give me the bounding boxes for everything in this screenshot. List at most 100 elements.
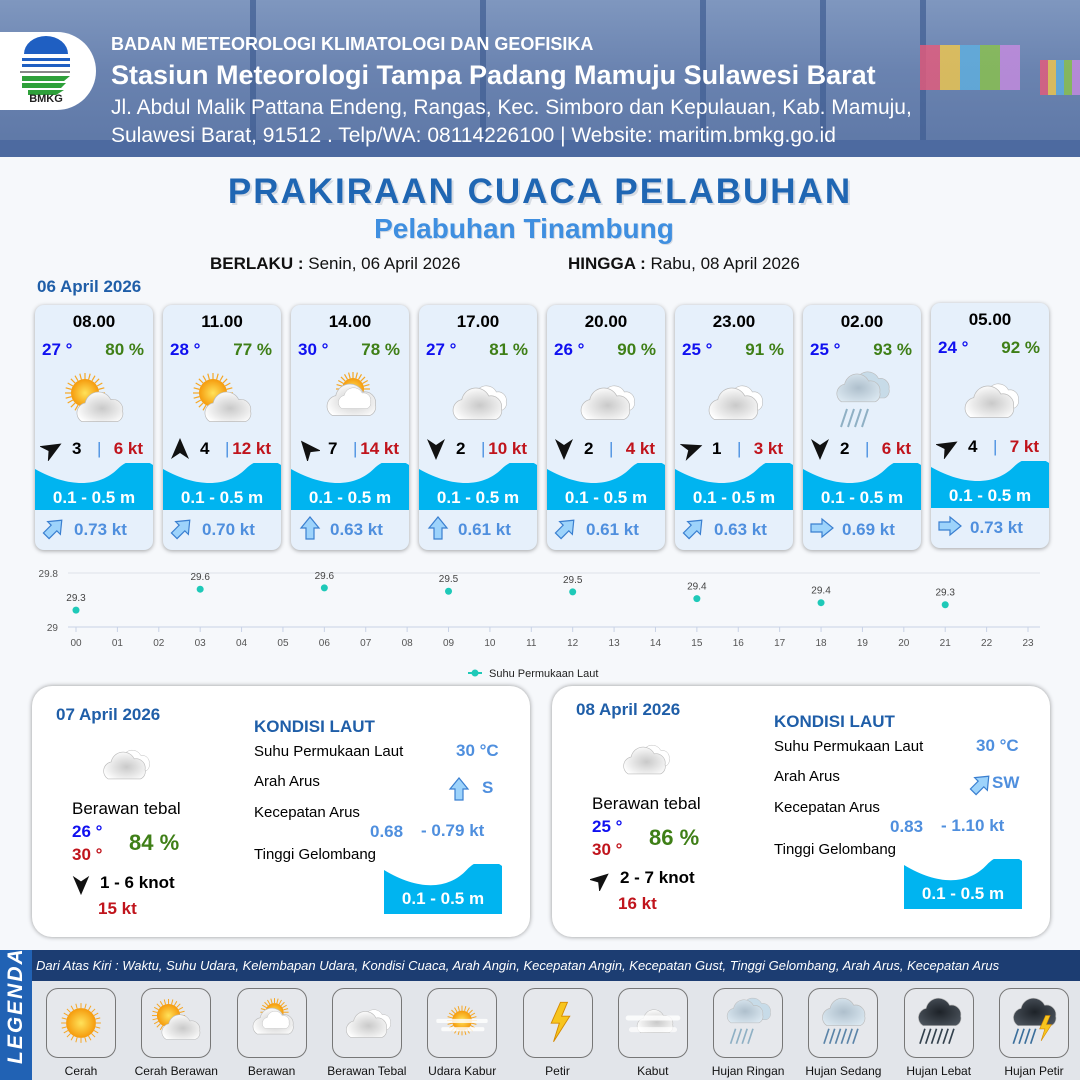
separator: | [481,439,486,458]
x-tick-label: 06 [319,638,331,649]
bmkg-logo: BMKG [0,32,96,110]
data-point [196,585,204,593]
current-speed: 0.69 kt [842,520,895,539]
berawan-tebal-icon [699,367,769,437]
x-tick-label: 23 [1022,638,1034,649]
logo-text: BMKG [29,93,63,105]
x-tick-label: 02 [153,638,165,649]
petir-icon [522,988,593,1058]
wind-speed-range: 1 - 6 knot [100,873,175,892]
wave-height: 0.1 - 0.5 m [308,488,392,507]
current-speed-max: - 0.79 kt [421,821,485,840]
data-label: 29.4 [687,582,707,593]
data-point [693,595,701,603]
current-direction-icon [968,771,994,797]
forecast-time: 11.00 [201,312,243,331]
daily-panel-2: 08 April 2026 Berawan tebal 25 ° 30 ° 86… [552,686,1050,937]
forecast-time: 20.00 [584,312,628,331]
berawan-tebal-icon [90,734,160,794]
wind-direction-icon [588,869,612,893]
forecast-time: 14.00 [328,312,372,331]
data-label: 29.6 [315,571,335,582]
current-direction: SW [992,773,1020,792]
min-temperature: 26 ° [72,822,103,841]
separator: | [609,439,614,458]
current-speed-min: 0.68 [370,822,404,841]
wind-speed: 2 [584,439,594,458]
wave-icon [163,460,281,510]
hujan-petir-icon [999,988,1069,1058]
forecast-time: 08.00 [72,312,116,331]
current-direction-icon [809,515,835,541]
current-speed: 0.73 kt [970,518,1023,537]
legend-description-bar [32,950,1080,981]
wave-height: 0.1 - 0.5 m [692,488,776,507]
legend-item-label: Hujan Ringan [711,1064,785,1078]
humidity: 91 % [745,340,784,359]
humidity: 93 % [873,340,912,359]
wave-icon [547,460,665,510]
wave-icon [419,460,537,510]
port-name: Pelabuhan Tinambung [374,213,674,244]
x-tick-label: 09 [443,638,455,649]
current-direction-icon [553,515,579,541]
data-point [817,599,825,607]
legend-item-hujan-petir: Hujan Petir [989,988,1079,1080]
legend-item-berawan-tebal: Berawan Tebal [322,988,412,1080]
valid-from: BERLAKU : Senin, 06 April 2026 [210,254,460,274]
legend-item-cerah-berawan: Cerah Berawan [131,988,221,1080]
current-speed-label: Kecepatan Arus [774,799,880,816]
separator: | [225,439,230,458]
berawan-icon [236,988,307,1058]
sst-label: Suhu Permukaan Laut [774,738,924,755]
valid-to: HINGGA : Rabu, 08 April 2026 [568,254,800,274]
air-temperature: 26 ° [554,340,585,359]
current-direction-icon [297,515,323,541]
wind-direction-icon [808,437,832,461]
humidity: 80 % [105,340,144,359]
x-tick-label: 18 [815,638,827,649]
separator: | [993,437,998,456]
x-tick-label: 04 [236,638,248,649]
air-temperature: 27 ° [426,340,457,359]
air-temperature: 30 ° [298,340,329,359]
current-direction-icon [41,515,67,541]
gust-speed: 6 kt [113,439,143,458]
berawan-tebal-icon [955,365,1025,435]
wind-direction-icon [934,435,960,460]
current-direction-label: Arah Arus [774,768,840,785]
daily-date: 07 April 2026 [56,705,161,724]
gust-speed: 16 kt [618,894,657,913]
legend-item-berawan: Berawan [227,988,317,1080]
berawan-tebal-icon [571,367,641,437]
forecast-time: 02.00 [840,312,884,331]
data-label: 29.3 [66,593,86,604]
wind-direction-icon [38,437,64,462]
forecast-time: 23.00 [712,312,756,331]
humidity: 84 % [129,830,180,855]
x-tick-label: 14 [650,638,662,649]
wave-icon [291,460,409,510]
data-label: 29.6 [190,572,210,583]
weather-condition: Berawan tebal [72,799,181,818]
data-point [569,588,577,596]
wave-icon [904,855,1022,909]
forecast-card-0500: 05.00 24 ° 92 % 4 | 7 kt 0.1 - 0.5 m 0.7… [931,303,1049,548]
legend-item-label: Hujan Lebat [906,1064,972,1078]
sst-label: Suhu Permukaan Laut [254,743,404,760]
data-label: 29.3 [935,588,955,599]
berawan-tebal-icon [443,367,513,437]
wave-height: 0.1 - 0.5 m [52,488,136,507]
data-point [445,587,453,595]
wave-height: 0.1 - 0.5 m [921,884,1005,903]
berawan-tebal-icon [610,729,680,789]
data-point [941,601,949,609]
legend-item-kabut: Kabut [608,988,698,1080]
x-tick-label: 22 [981,638,993,649]
separator: | [737,439,742,458]
air-temperature: 25 ° [682,340,713,359]
current-speed: 0.61 kt [586,520,639,539]
wave-icon [35,460,153,510]
valid-to-label: HINGGA : [568,254,646,273]
wind-direction-icon [70,874,92,896]
